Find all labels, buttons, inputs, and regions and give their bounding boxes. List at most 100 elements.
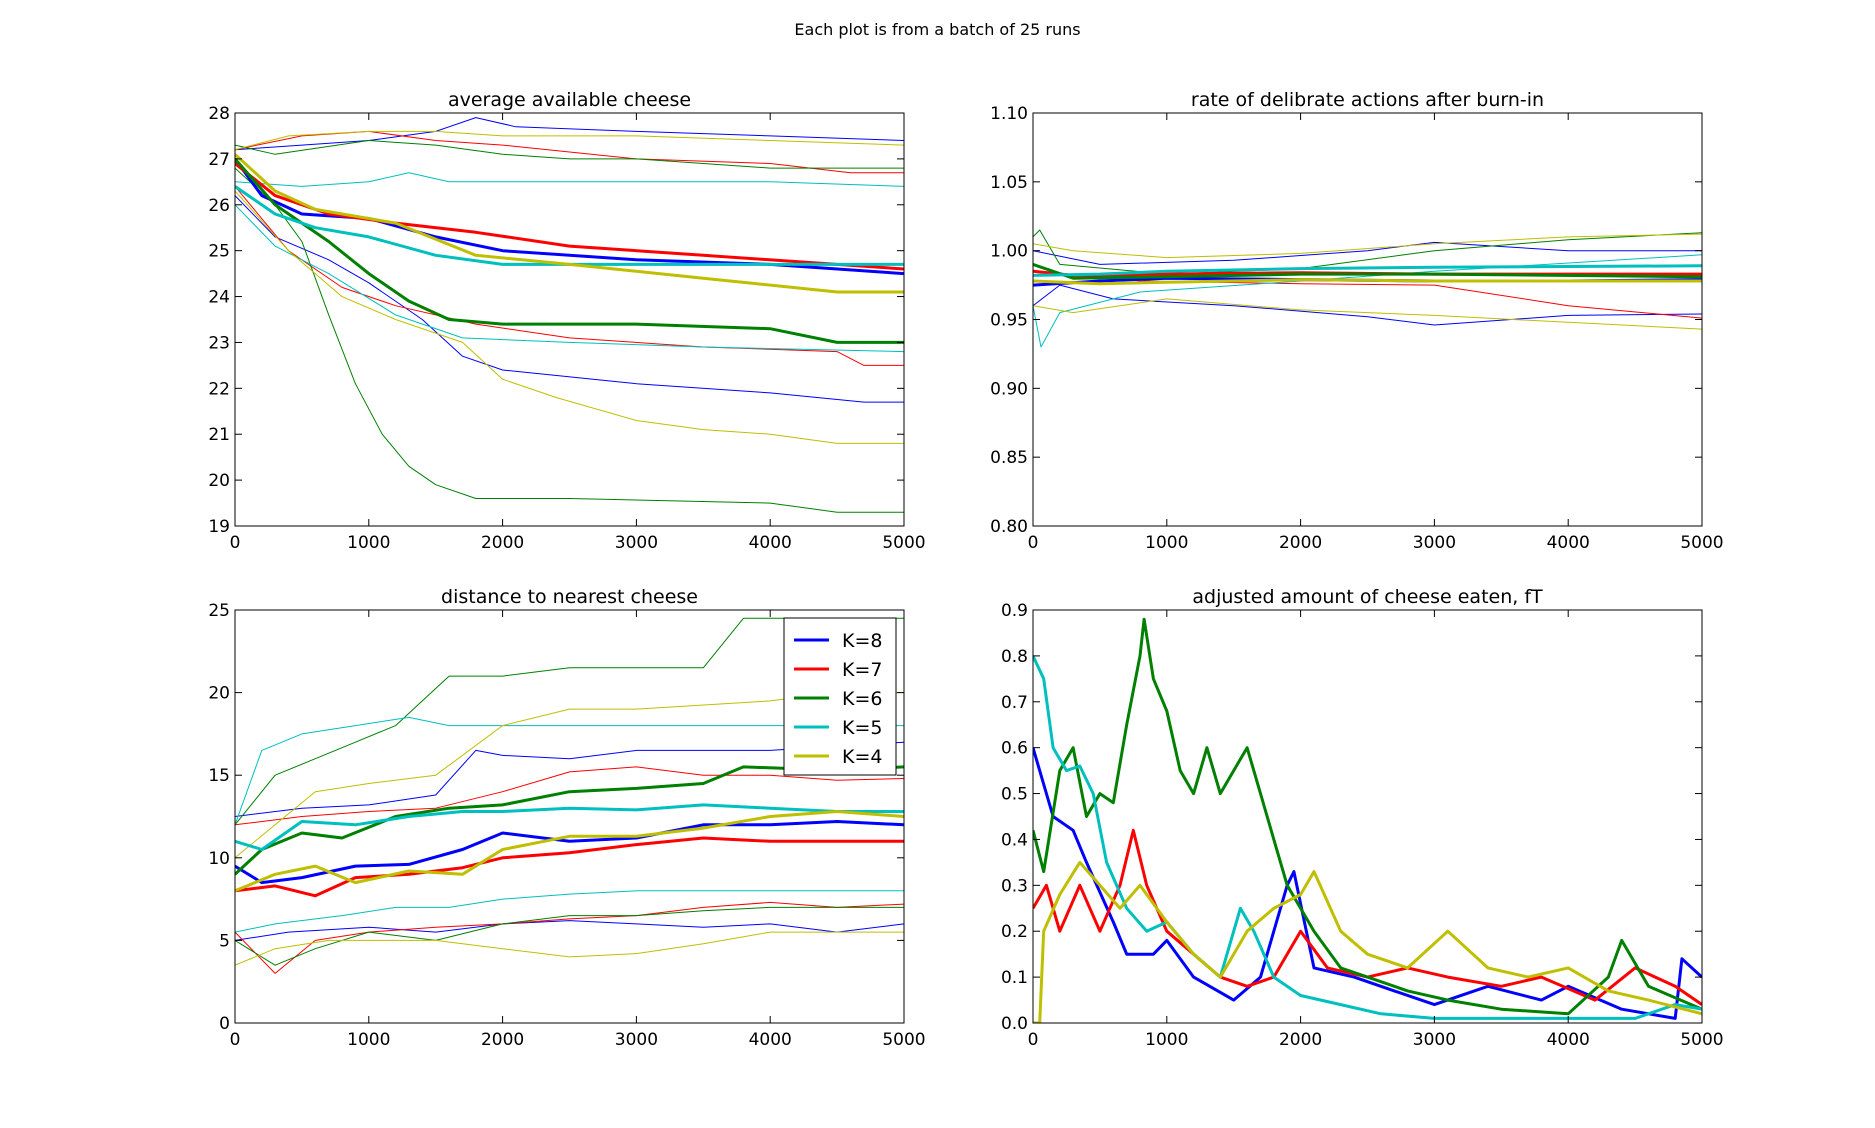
y-tick-label: 0.85 bbox=[990, 448, 1028, 468]
legend-label: K=8 bbox=[842, 630, 882, 652]
x-tick-label: 5000 bbox=[1680, 1030, 1723, 1050]
series-line bbox=[235, 920, 904, 941]
x-tick-label: 3000 bbox=[615, 533, 658, 553]
x-tick-label: 5000 bbox=[882, 533, 925, 553]
y-tick-label: 23 bbox=[208, 333, 230, 353]
series-line bbox=[235, 931, 904, 966]
y-tick-label: 21 bbox=[208, 425, 230, 445]
chart-title: rate of delibrate actions after burn-in bbox=[1191, 89, 1544, 111]
series-line bbox=[235, 765, 904, 876]
legend-label: K=5 bbox=[842, 717, 882, 739]
plot-frame bbox=[234, 609, 905, 1024]
series-line bbox=[235, 906, 904, 966]
series-line bbox=[1033, 655, 1702, 1020]
y-tick-label: 0.8 bbox=[1001, 647, 1028, 667]
series-line bbox=[1033, 298, 1702, 330]
series-group bbox=[1033, 229, 1702, 348]
x-tick-label: 2000 bbox=[481, 1030, 524, 1050]
y-tick-label: 0.7 bbox=[1001, 693, 1028, 713]
y-tick-label: 27 bbox=[208, 150, 230, 170]
y-tick-label: 0.5 bbox=[1001, 785, 1028, 805]
average-available-cheese-chart: average available cheese 0 1000 2000 3000 400… bbox=[208, 89, 925, 553]
series-line bbox=[235, 186, 904, 366]
legend: K=8 K=7 K=6 K=5 K=4 bbox=[783, 617, 897, 776]
x-tick-label: 2000 bbox=[481, 533, 524, 553]
series-line bbox=[235, 901, 904, 974]
y-tick-label: 15 bbox=[208, 766, 230, 786]
series-line bbox=[1033, 264, 1702, 277]
y-tick-label: 0.0 bbox=[1001, 1014, 1028, 1034]
plot-frame bbox=[1032, 112, 1703, 527]
y-tick-label: 0.3 bbox=[1001, 876, 1028, 896]
series-line bbox=[1033, 617, 1702, 1016]
series-line bbox=[235, 741, 904, 817]
y-tick-label: 0.6 bbox=[1001, 739, 1028, 759]
y-tick-label: 0.2 bbox=[1001, 922, 1028, 942]
series-line bbox=[1033, 241, 1702, 265]
y-tick-label: 5 bbox=[219, 931, 230, 951]
x-tick-label: 4000 bbox=[749, 1030, 792, 1050]
y-tick-label: 0.9 bbox=[1001, 601, 1028, 621]
x-tick-label: 3000 bbox=[615, 1030, 658, 1050]
y-tick-label: 24 bbox=[208, 288, 230, 308]
series-line bbox=[235, 167, 904, 513]
x-tick-label: 1000 bbox=[1145, 1030, 1188, 1050]
x-tick-label: 0 bbox=[230, 533, 241, 553]
y-tick-label: 25 bbox=[208, 601, 230, 621]
series-line bbox=[235, 140, 904, 169]
series-line bbox=[1033, 278, 1702, 286]
series-group bbox=[235, 117, 904, 513]
series-line bbox=[235, 810, 904, 893]
y-tick-label: 10 bbox=[208, 849, 230, 869]
cheese-eaten-chart: adjusted amount of cheese eaten, fT 0 1000… bbox=[1001, 586, 1724, 1050]
series-line bbox=[235, 820, 904, 885]
x-tick-label: 0 bbox=[1028, 1030, 1039, 1050]
y-tick-label: 1.00 bbox=[990, 242, 1028, 262]
y-tick-label: 20 bbox=[208, 684, 230, 704]
series-line bbox=[235, 185, 904, 266]
series-line bbox=[235, 766, 904, 826]
y-tick-label: 25 bbox=[208, 242, 230, 262]
series-line bbox=[235, 117, 904, 151]
legend-label: K=7 bbox=[842, 659, 882, 681]
y-tick-label: 0 bbox=[219, 1014, 230, 1034]
y-tick-label: 22 bbox=[208, 379, 230, 399]
delibrate-actions-rate-chart: rate of delibrate actions after burn-in 0… bbox=[990, 89, 1723, 553]
y-tick-label: 1.05 bbox=[990, 173, 1028, 193]
series-line bbox=[235, 153, 904, 294]
series-line bbox=[1033, 233, 1702, 259]
series-line bbox=[1033, 254, 1702, 348]
chart-title: adjusted amount of cheese eaten, fT bbox=[1192, 586, 1543, 608]
series-line bbox=[235, 130, 904, 151]
series-line bbox=[235, 172, 904, 187]
series-line bbox=[235, 158, 904, 276]
series-group bbox=[235, 617, 904, 974]
y-tick-label: 19 bbox=[208, 517, 230, 537]
series-line bbox=[1033, 860, 1702, 1023]
y-tick-label: 28 bbox=[208, 104, 230, 124]
y-tick-label: 0.4 bbox=[1001, 830, 1028, 850]
x-tick-label: 3000 bbox=[1413, 1030, 1456, 1050]
x-tick-label: 4000 bbox=[1547, 533, 1590, 553]
series-line bbox=[235, 803, 904, 851]
distance-to-nearest-cheese-chart: distance to nearest cheese 0 1000 2000 3000 4… bbox=[208, 586, 925, 1050]
series-line bbox=[235, 890, 904, 933]
series-group bbox=[1033, 617, 1702, 1023]
plot-frame bbox=[1032, 609, 1703, 1024]
x-tick-label: 3000 bbox=[1413, 533, 1456, 553]
x-tick-label: 1000 bbox=[347, 1030, 390, 1050]
legend-label: K=4 bbox=[842, 746, 882, 768]
series-line bbox=[1033, 828, 1702, 1006]
series-line bbox=[235, 190, 904, 444]
series-line bbox=[235, 195, 904, 403]
x-tick-label: 5000 bbox=[1680, 533, 1723, 553]
x-tick-label: 4000 bbox=[1547, 1030, 1590, 1050]
x-tick-label: 0 bbox=[230, 1030, 241, 1050]
chart-title: average available cheese bbox=[448, 89, 691, 111]
y-tick-label: 0.1 bbox=[1001, 968, 1028, 988]
plot-frame bbox=[234, 112, 905, 527]
x-tick-label: 1000 bbox=[1145, 533, 1188, 553]
y-tick-label: 0.90 bbox=[990, 379, 1028, 399]
x-tick-label: 0 bbox=[1028, 533, 1039, 553]
series-line bbox=[235, 836, 904, 898]
